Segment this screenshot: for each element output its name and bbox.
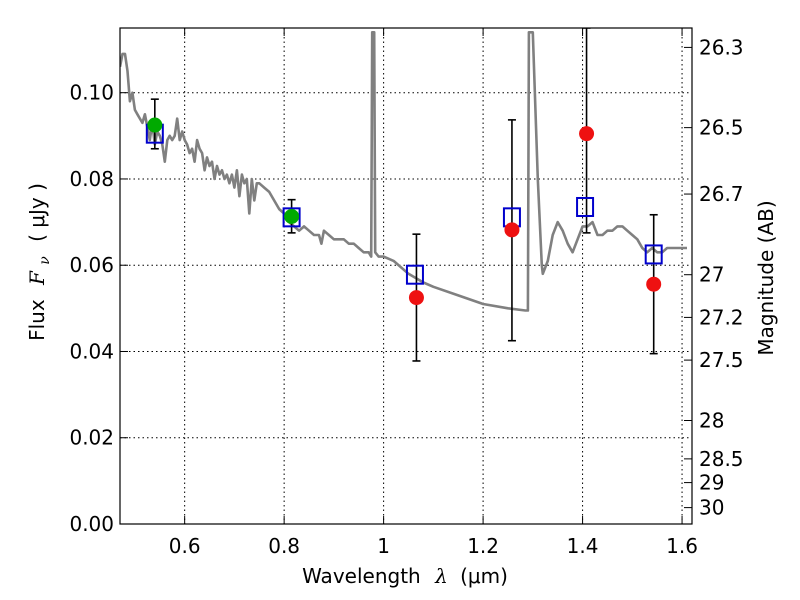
x-tick-label: 1: [377, 534, 390, 558]
x-axis-symbol: λ: [434, 564, 448, 588]
magnitude-tick-label: 28.5: [699, 447, 744, 471]
magnitude-tick-label: 27.5: [699, 348, 744, 372]
x-axis-title: Wavelength λ (μm): [302, 564, 508, 588]
magnitude-tick-label: 27: [699, 263, 724, 287]
model-sed-line: [120, 30, 687, 312]
x-axis-label: Wavelength: [302, 564, 421, 588]
magnitude-tick-label: 26.3: [699, 35, 744, 59]
model-photometry-square: [282, 207, 301, 228]
detection-point: [284, 208, 300, 224]
x-axis-unit: (μm): [460, 564, 508, 588]
y-tick-label: 0.04: [69, 339, 114, 363]
magnitude-tick-label: 26.7: [699, 182, 744, 206]
constraint-point: [646, 276, 662, 292]
plot-content: [120, 28, 687, 362]
y-axis-subscript: ν: [37, 256, 53, 265]
magnitude-tick-label: 26.5: [699, 116, 744, 140]
axis-tick-labels: 0.6 0.8 1 1.2 1.4 1.6 0.00 0.02 0.04 0.06 0.08 0.10…: [69, 35, 743, 558]
magnitude-tick-label: 29: [699, 471, 724, 495]
x-tick-label: 1.4: [567, 534, 599, 558]
model-photometry-square: [405, 264, 424, 285]
y2-axis-title: Magnitude (AB): [754, 200, 778, 355]
axis-ticks: [120, 28, 692, 525]
detection-point: [147, 117, 163, 133]
x-tick-label: 0.8: [268, 534, 300, 558]
axes-frame: [119, 27, 693, 525]
y-axis-symbol: F: [25, 270, 49, 286]
y-tick-label: 0.02: [69, 426, 114, 450]
y-tick-label: 0.06: [69, 253, 114, 277]
model-photometry-square: [644, 244, 663, 265]
y-tick-label: 0.10: [69, 81, 114, 105]
constraint-point: [579, 126, 595, 142]
model-photometry-square: [576, 196, 595, 217]
y-axis-title: Flux F ν ( μJy ): [25, 183, 54, 341]
constraint-point: [408, 290, 424, 306]
y-tick-label: 0.08: [69, 167, 114, 191]
magnitude-tick-label: 28: [699, 408, 724, 432]
constraint-point: [504, 222, 520, 238]
x-tick-label: 0.6: [169, 534, 201, 558]
y-axis-unit: ( μJy ): [25, 183, 49, 242]
x-tick-label: 1.2: [467, 534, 499, 558]
y-tick-label: 0.00: [69, 512, 114, 536]
y-axis-label: Flux: [25, 299, 49, 341]
x-tick-label: 1.6: [666, 534, 698, 558]
magnitude-tick-label: 30: [699, 496, 724, 520]
plot-area: [120, 28, 687, 362]
magnitude-tick-label: 27.2: [699, 305, 744, 329]
